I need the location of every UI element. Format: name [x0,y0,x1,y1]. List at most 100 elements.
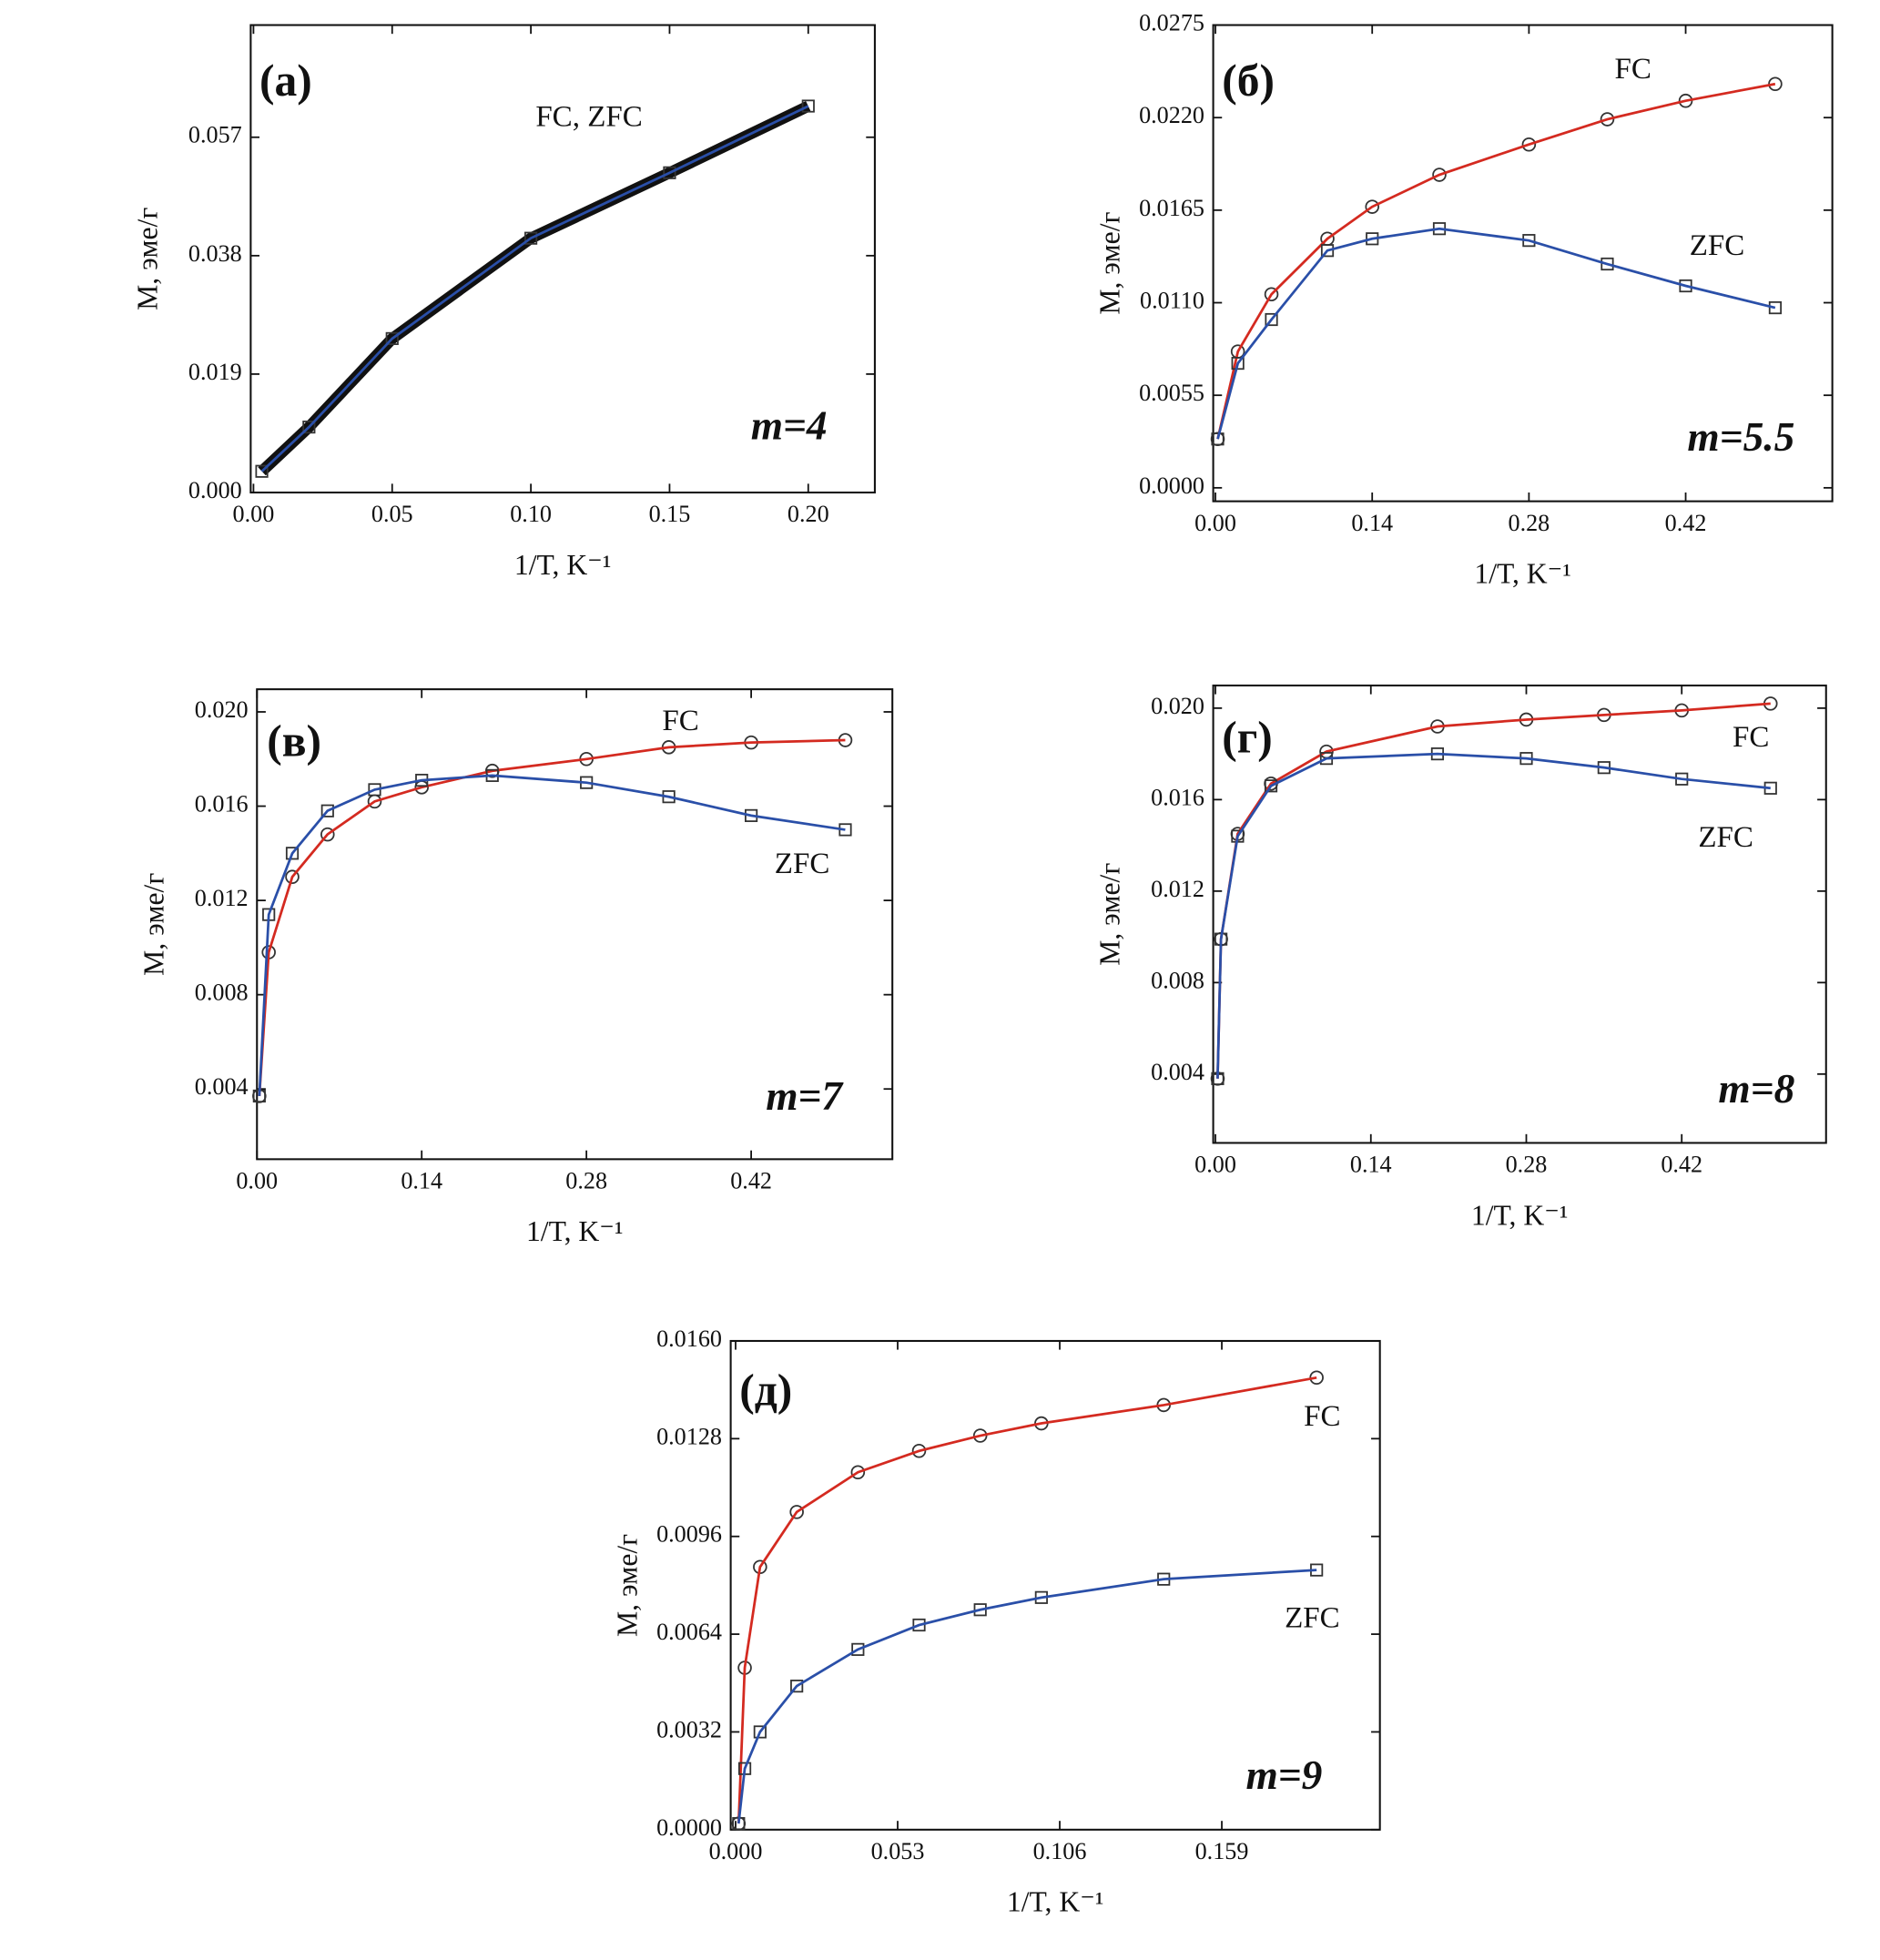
y-tick-label: 0.0128 [656,1423,722,1449]
series-label: ZFC [1698,821,1753,854]
x-tick-label: 0.00 [236,1168,278,1194]
data-marker [912,1618,926,1632]
series-label: ZFC [1285,1602,1340,1635]
data-marker [1768,300,1783,315]
data-marker [302,421,316,434]
x-tick-label: 0.14 [1351,510,1393,536]
series-label: FC [1615,53,1651,86]
fit-line [260,105,809,472]
y-axis-label: M, эме/г [132,208,164,310]
data-marker [1231,356,1245,371]
x-tick-label: 0.00 [1194,510,1236,536]
fit-line [737,1376,1317,1824]
y-tick-label: 0.0064 [656,1619,722,1645]
series-label: ZFC [1690,229,1745,262]
panel: 0.00 0.14 0.28 0.42 0.004 0.008 0.012 0.016 0.02… [137,688,894,1247]
series-label: ZFC [775,848,830,880]
y-tick-label: 0.0160 [656,1325,722,1352]
fit-line [258,738,846,1097]
y-tick-label: 0.0000 [656,1814,722,1841]
y-tick-label: 0.0000 [1139,472,1204,499]
data-marker [285,869,300,884]
x-tick-label: 0.42 [1665,510,1707,536]
x-tick-label: 0.28 [1509,510,1550,536]
data-marker [790,1680,804,1693]
data-marker [1264,287,1279,302]
x-axis-label: 1/T, K⁻¹ [1474,558,1571,590]
data-marker [320,827,335,842]
y-tick-label: 0.019 [188,359,242,385]
y-tick-label: 0.020 [1151,693,1204,719]
y-axis-label: M, эме/г [612,1534,644,1637]
data-marker [1264,779,1278,793]
data-marker [255,464,269,478]
y-tick-label: 0.0275 [1139,10,1204,36]
y-tick-label: 0.004 [1151,1059,1204,1085]
data-marker [1600,112,1615,127]
y-tick-label: 0.0220 [1139,102,1204,128]
x-tick-label: 0.05 [371,501,413,527]
series-label: FC [1304,1400,1340,1433]
x-axis-label: 1/T, K⁻¹ [514,549,612,581]
y-axis-label: M, эме/г [137,873,169,976]
y-axis-label: M, эме/г [1094,863,1126,966]
series-label: FC [662,705,698,737]
x-axis-label: 1/T, K⁻¹ [1471,1199,1569,1231]
data-marker [789,1505,804,1519]
fit-line [737,1569,1317,1824]
x-tick-label: 0.10 [510,501,552,527]
panel-label: (а) [259,56,312,106]
annotation: m=9 [1245,1752,1322,1798]
x-tick-label: 0.159 [1195,1838,1249,1864]
y-tick-label: 0.008 [1151,967,1204,993]
x-tick-label: 0.106 [1033,1838,1087,1864]
panel: 0.00 0.14 0.28 0.42 0.0000 0.0055 0.0110 0.0165… [1094,10,1834,590]
panel: 0.00 0.14 0.28 0.42 0.004 0.008 0.012 0.016 0.02… [1094,684,1827,1231]
fit-line [1216,227,1776,440]
y-tick-label: 0.020 [195,696,249,723]
plot-frame [249,24,876,494]
panel-label: (в) [267,716,321,766]
y-tick-label: 0.000 [188,477,242,503]
y-tick-label: 0.0110 [1140,288,1204,314]
data-marker [1265,312,1278,327]
y-tick-label: 0.0055 [1139,380,1204,406]
x-tick-label: 0.28 [1506,1152,1548,1178]
data-marker [524,231,538,245]
x-tick-label: 0.00 [233,501,275,527]
plot-frame [256,688,894,1161]
data-marker [1432,168,1447,182]
series-label: FC, ZFC [535,100,642,133]
y-tick-label: 0.0032 [656,1716,722,1742]
panel-label: (д) [739,1366,792,1416]
x-axis-label: 1/T, K⁻¹ [526,1215,623,1247]
x-tick-label: 0.28 [565,1168,607,1194]
annotation: m=7 [766,1073,844,1119]
x-tick-label: 0.15 [649,501,691,527]
y-tick-label: 0.0165 [1139,195,1204,221]
fit-line [1216,82,1776,440]
plot-frame [729,1339,1381,1831]
panel: 0.000 0.053 0.106 0.159 0.0000 0.0032 0.0064 0.… [612,1325,1381,1918]
y-tick-label: 0.012 [195,885,249,911]
y-tick-label: 0.012 [1151,876,1204,902]
series-label: FC [1733,721,1769,754]
data-marker [663,166,676,179]
data-marker [1521,137,1537,152]
data-marker [1365,199,1379,214]
plot-frame [1212,24,1834,503]
x-tick-label: 0.42 [730,1168,772,1194]
x-tick-label: 0.14 [1350,1152,1392,1178]
data-marker [1601,257,1614,271]
data-band [258,101,811,476]
data-marker [320,804,334,818]
plot-frame [1212,684,1827,1144]
panel-label: (б) [1222,56,1275,106]
data-marker [285,847,300,860]
data-marker [1679,279,1692,293]
annotation: m=5.5 [1687,414,1794,460]
fit-line [1216,702,1771,1079]
x-tick-label: 0.42 [1661,1152,1702,1178]
data-marker [385,331,399,345]
data-marker [911,1443,927,1458]
